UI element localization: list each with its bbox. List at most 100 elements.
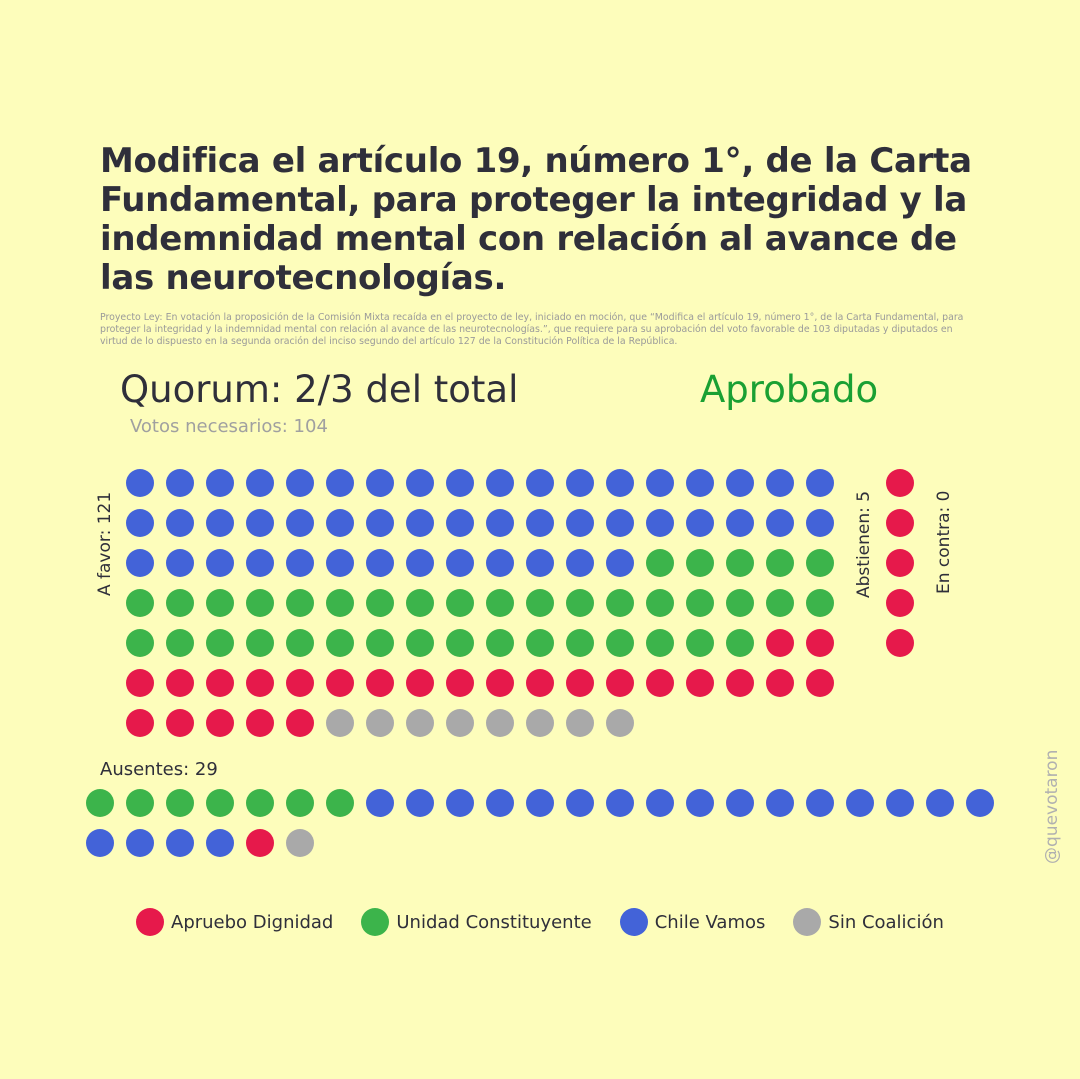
favor-dot-chile-vamos [526, 469, 554, 497]
absent-dot-chile-vamos [206, 829, 234, 857]
favor-dot-unidad-constituyente [286, 629, 314, 657]
favor-dot-sin-coalicion [366, 709, 394, 737]
favor-dot-chile-vamos [526, 509, 554, 537]
favor-dot-chile-vamos [566, 509, 594, 537]
favor-dot-apruebo-dignidad [406, 669, 434, 697]
absent-dot-chile-vamos [566, 789, 594, 817]
bill-description: Proyecto Ley: En votación la proposición… [100, 312, 964, 347]
favor-dot-chile-vamos [446, 509, 474, 537]
favor-dot-chile-vamos [406, 549, 434, 577]
favor-dot-apruebo-dignidad [246, 709, 274, 737]
favor-dot-unidad-constituyente [606, 629, 634, 657]
legend-item: Sin Coalición [793, 908, 944, 936]
favor-dot-unidad-constituyente [566, 629, 594, 657]
absent-dot-apruebo-dignidad [246, 829, 274, 857]
favor-dot-chile-vamos [166, 549, 194, 577]
absent-dot-chile-vamos [486, 789, 514, 817]
abstain-dot-apruebo-dignidad [886, 589, 914, 617]
favor-dot-chile-vamos [366, 469, 394, 497]
favor-dot-chile-vamos [766, 469, 794, 497]
absent-dot-chile-vamos [526, 789, 554, 817]
favor-dot-apruebo-dignidad [126, 669, 154, 697]
favor-dot-unidad-constituyente [206, 629, 234, 657]
favor-dot-unidad-constituyente [646, 589, 674, 617]
favor-dot-sin-coalicion [446, 709, 474, 737]
favor-dot-apruebo-dignidad [286, 709, 314, 737]
favor-dot-apruebo-dignidad [646, 669, 674, 697]
favor-dot-chile-vamos [766, 509, 794, 537]
absent-dot-chile-vamos [766, 789, 794, 817]
favor-dot-unidad-constituyente [486, 629, 514, 657]
favor-dot-apruebo-dignidad [126, 709, 154, 737]
favor-dot-sin-coalicion [566, 709, 594, 737]
favor-dot-unidad-constituyente [246, 629, 274, 657]
absent-dot-chile-vamos [126, 829, 154, 857]
favor-dot-unidad-constituyente [526, 589, 554, 617]
favor-dot-apruebo-dignidad [566, 669, 594, 697]
favor-dot-chile-vamos [526, 549, 554, 577]
favor-dot-chile-vamos [326, 549, 354, 577]
legend-label: Unidad Constituyente [396, 911, 592, 933]
favor-dot-unidad-constituyente [446, 589, 474, 617]
favor-dot-chile-vamos [286, 509, 314, 537]
abstain-dot-apruebo-dignidad [886, 629, 914, 657]
favor-dot-apruebo-dignidad [366, 669, 394, 697]
favor-dot-unidad-constituyente [806, 549, 834, 577]
absent-dot-unidad-constituyente [166, 789, 194, 817]
favor-dot-apruebo-dignidad [286, 669, 314, 697]
favor-dot-chile-vamos [566, 469, 594, 497]
legend-label: Sin Coalición [828, 911, 944, 933]
favor-dot-unidad-constituyente [686, 549, 714, 577]
legend-swatch [619, 908, 648, 936]
absent-dot-chile-vamos [926, 789, 954, 817]
favor-dot-chile-vamos [406, 469, 434, 497]
favor-dot-apruebo-dignidad [606, 669, 634, 697]
absent-dot-unidad-constituyente [206, 789, 234, 817]
favor-dot-unidad-constituyente [766, 549, 794, 577]
legend-swatch [361, 908, 390, 936]
favor-dot-apruebo-dignidad [806, 629, 834, 657]
absent-dot-unidad-constituyente [246, 789, 274, 817]
favor-dot-chile-vamos [246, 549, 274, 577]
favor-dot-unidad-constituyente [686, 629, 714, 657]
favor-dot-unidad-constituyente [406, 629, 434, 657]
favor-dot-unidad-constituyente [646, 549, 674, 577]
absent-dot-chile-vamos [606, 789, 634, 817]
favor-dot-chile-vamos [206, 549, 234, 577]
favor-dot-apruebo-dignidad [166, 669, 194, 697]
favor-dot-unidad-constituyente [286, 589, 314, 617]
favor-dot-chile-vamos [486, 549, 514, 577]
favor-dot-chile-vamos [286, 549, 314, 577]
abstain-dot-apruebo-dignidad [886, 549, 914, 577]
favor-dot-apruebo-dignidad [206, 669, 234, 697]
favor-dot-unidad-constituyente [126, 589, 154, 617]
favor-dot-chile-vamos [246, 469, 274, 497]
favor-dot-chile-vamos [326, 469, 354, 497]
favor-dot-chile-vamos [166, 469, 194, 497]
absent-dot-chile-vamos [446, 789, 474, 817]
favor-dot-chile-vamos [806, 469, 834, 497]
favor-dot-chile-vamos [686, 469, 714, 497]
favor-dot-apruebo-dignidad [246, 669, 274, 697]
favor-dot-sin-coalicion [606, 709, 634, 737]
favor-dot-chile-vamos [206, 469, 234, 497]
favor-dot-unidad-constituyente [726, 629, 754, 657]
favor-dot-unidad-constituyente [606, 589, 634, 617]
favor-dot-chile-vamos [646, 469, 674, 497]
legend-item: Unidad Constituyente [361, 908, 592, 936]
result-status: Aprobado [700, 368, 879, 411]
favor-dot-unidad-constituyente [326, 589, 354, 617]
absent-dot-unidad-constituyente [126, 789, 154, 817]
absent-dot-chile-vamos [646, 789, 674, 817]
favor-dot-chile-vamos [486, 469, 514, 497]
absent-dot-chile-vamos [366, 789, 394, 817]
favor-dot-chile-vamos [566, 549, 594, 577]
legend-item: Apruebo Dignidad [136, 908, 333, 936]
favor-dot-apruebo-dignidad [486, 669, 514, 697]
favor-dot-sin-coalicion [526, 709, 554, 737]
favor-dot-unidad-constituyente [366, 589, 394, 617]
favor-dot-chile-vamos [646, 509, 674, 537]
favor-dot-unidad-constituyente [326, 629, 354, 657]
absent-dot-chile-vamos [166, 829, 194, 857]
favor-dot-chile-vamos [366, 549, 394, 577]
